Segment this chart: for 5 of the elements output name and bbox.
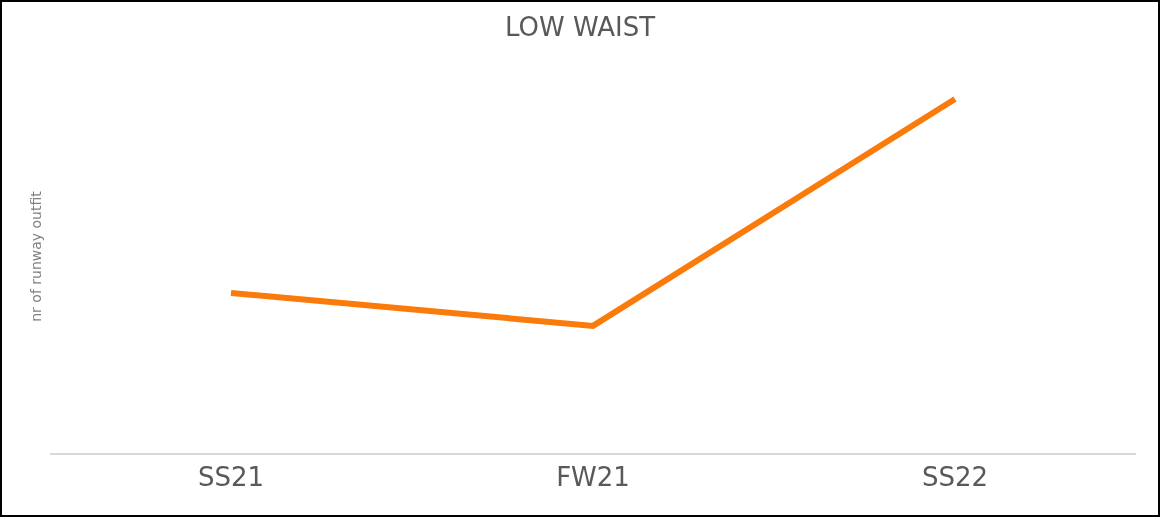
x-tick-label: FW21	[556, 461, 630, 492]
chart-title: LOW WAIST	[504, 11, 656, 42]
x-tick-label: SS21	[197, 461, 265, 492]
y-axis-title: nr of runway outfit	[27, 190, 44, 322]
x-tick-label: SS22	[921, 461, 989, 492]
